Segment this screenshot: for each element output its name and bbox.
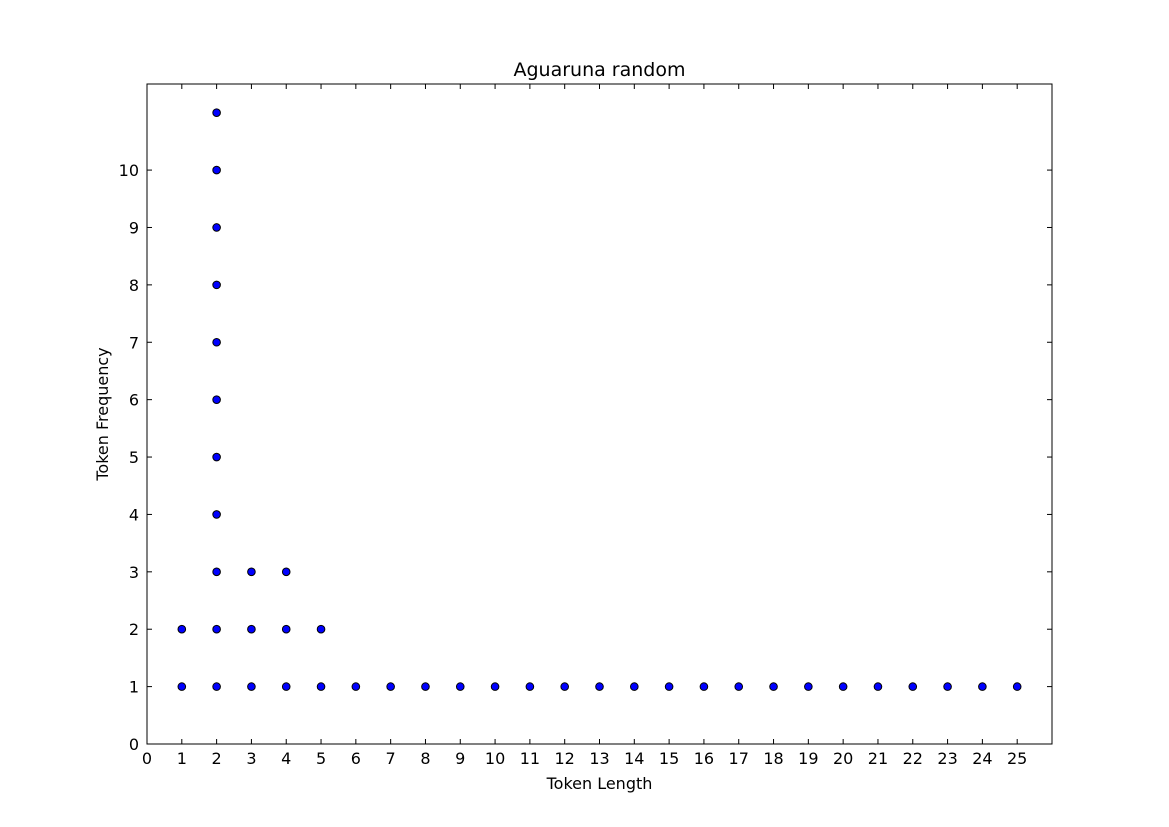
y-tick-label: 5 xyxy=(129,448,139,467)
x-tick-label: 15 xyxy=(659,749,679,768)
x-tick-label: 1 xyxy=(177,749,187,768)
y-tick-label: 2 xyxy=(129,620,139,639)
data-point xyxy=(212,337,221,347)
x-tick-label: 6 xyxy=(351,749,361,768)
data-point xyxy=(908,682,918,691)
data-point xyxy=(386,682,395,691)
x-tick-label: 14 xyxy=(624,749,644,768)
data-point xyxy=(212,280,221,290)
data-point xyxy=(838,682,848,691)
data-point xyxy=(873,682,883,691)
data-point xyxy=(560,682,569,691)
x-tick-label: 8 xyxy=(420,749,430,768)
x-tick-label: 23 xyxy=(937,749,957,768)
data-point xyxy=(351,682,361,691)
data-point xyxy=(212,624,221,634)
x-tick-label: 16 xyxy=(694,749,714,768)
y-tick-label: 7 xyxy=(129,333,139,352)
data-point xyxy=(281,567,291,577)
x-tick-label: 3 xyxy=(246,749,256,768)
data-point xyxy=(804,682,813,691)
data-point xyxy=(212,452,221,462)
data-point xyxy=(978,682,987,691)
y-tick-label: 10 xyxy=(119,161,139,180)
data-point xyxy=(212,395,221,404)
y-tick-label: 9 xyxy=(129,218,139,237)
data-point xyxy=(699,682,709,691)
y-tick-label: 3 xyxy=(129,563,139,582)
x-tick-label: 17 xyxy=(729,749,749,768)
x-tick-label: 25 xyxy=(1007,749,1027,768)
x-tick-label: 7 xyxy=(386,749,396,768)
data-point xyxy=(455,682,465,691)
ticks-layer: 0 1 2 3 4 5 6 7 8 9 10 11 12 13 14 15 16 17 18 19 20 21 22 23 24… xyxy=(119,84,1052,768)
data-point xyxy=(490,682,500,691)
data-point xyxy=(247,567,256,577)
y-tick-label: 0 xyxy=(129,735,139,754)
x-tick-label: 13 xyxy=(589,749,609,768)
x-tick-label: 0 xyxy=(142,749,152,768)
y-tick-label: 8 xyxy=(129,276,139,295)
data-point xyxy=(212,567,221,577)
y-tick-label: 1 xyxy=(129,678,139,697)
data-point xyxy=(212,165,221,175)
data-point xyxy=(212,510,221,519)
x-tick-label: 11 xyxy=(520,749,540,768)
x-tick-label: 10 xyxy=(485,749,505,768)
plot-frame xyxy=(146,83,1053,745)
points-layer xyxy=(177,108,1022,691)
data-point xyxy=(281,624,291,634)
x-tick-label: 21 xyxy=(868,749,888,768)
x-tick-label: 24 xyxy=(972,749,992,768)
data-point xyxy=(247,624,256,634)
plot-area xyxy=(147,84,1052,744)
x-tick-label: 19 xyxy=(798,749,818,768)
data-point xyxy=(281,682,291,691)
x-tick-label: 9 xyxy=(455,749,465,768)
y-axis-title: Token Frequency xyxy=(93,347,112,481)
chart-title: Aguaruna random xyxy=(513,59,685,81)
data-point xyxy=(630,682,639,691)
x-tick-label: 2 xyxy=(212,749,222,768)
data-point xyxy=(177,624,187,634)
data-point xyxy=(177,682,187,691)
data-point xyxy=(316,682,326,691)
data-point xyxy=(212,223,221,232)
x-tick-label: 18 xyxy=(763,749,783,768)
y-tick-label: 4 xyxy=(129,505,139,524)
data-point xyxy=(316,624,326,634)
data-point xyxy=(421,682,430,691)
data-point xyxy=(212,682,221,691)
x-tick-label: 5 xyxy=(316,749,326,768)
data-point xyxy=(734,682,744,691)
data-point xyxy=(595,682,604,691)
x-tick-label: 4 xyxy=(281,749,291,768)
data-point xyxy=(247,682,256,691)
data-point xyxy=(664,682,674,691)
x-tick-label: 20 xyxy=(833,749,853,768)
data-point xyxy=(769,682,778,691)
data-point xyxy=(1012,682,1022,691)
y-tick-label: 6 xyxy=(129,391,139,410)
x-tick-label: 12 xyxy=(555,749,575,768)
data-point xyxy=(943,682,952,691)
x-tick-label: 22 xyxy=(903,749,923,768)
x-axis-title: Token Length xyxy=(546,774,653,793)
data-point xyxy=(525,682,535,691)
data-point xyxy=(212,108,221,117)
